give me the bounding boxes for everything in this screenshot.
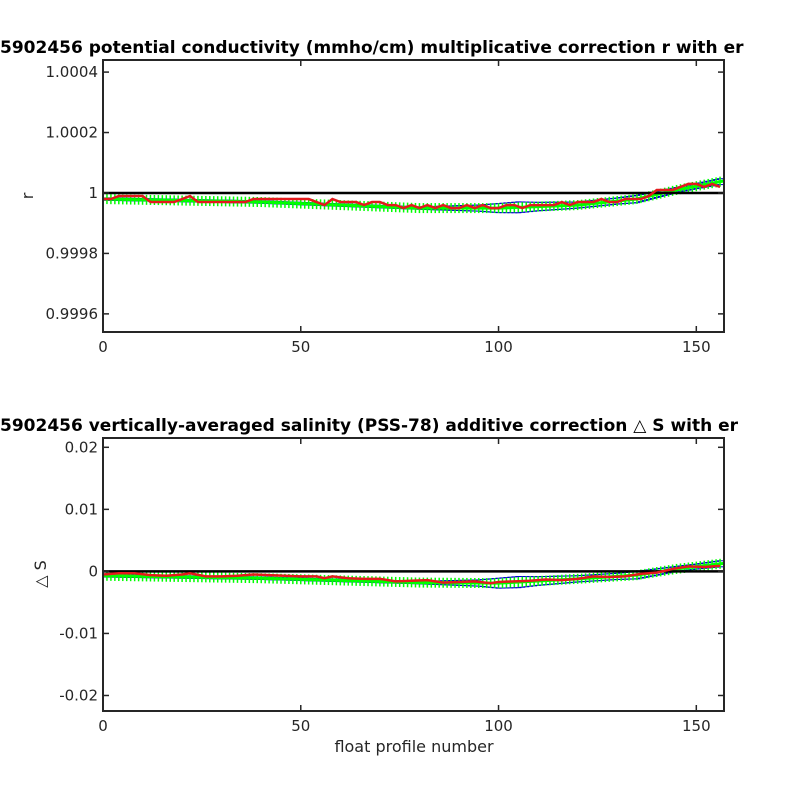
top-y-axis-label: r bbox=[18, 192, 37, 199]
x-tick-label: 50 bbox=[291, 338, 310, 356]
x-tick-label: 100 bbox=[484, 717, 513, 735]
top-chart-title: 5902456 potential conductivity (mmho/cm)… bbox=[0, 38, 744, 58]
x-tick-label: 150 bbox=[682, 717, 711, 735]
y-tick-label: 1 bbox=[88, 184, 98, 202]
bottom-panel-salinity-correction: 5902456 vertically-averaged salinity (PS… bbox=[0, 416, 739, 756]
correction-fit-line bbox=[102, 179, 725, 210]
y-tick-label: 1.0002 bbox=[46, 124, 99, 142]
y-tick-label: 0.9998 bbox=[46, 244, 99, 262]
bottom-chart-title: 5902456 vertically-averaged salinity (PS… bbox=[0, 416, 739, 436]
x-tick-label: 0 bbox=[98, 338, 108, 356]
x-tick-label: 150 bbox=[682, 338, 711, 356]
y-tick-label: 0.02 bbox=[65, 438, 98, 456]
y-tick-label: -0.02 bbox=[59, 686, 98, 704]
bottom-plot-frame bbox=[102, 437, 725, 712]
y-tick-label: 1.0004 bbox=[46, 63, 99, 81]
top-panel-r-correction: 5902456 potential conductivity (mmho/cm)… bbox=[0, 38, 744, 356]
estimate-line bbox=[103, 182, 721, 210]
y-tick-label: 0 bbox=[88, 562, 98, 580]
bottom-x-axis-label: float profile number bbox=[334, 737, 494, 756]
y-tick-label: 0.01 bbox=[65, 500, 98, 518]
x-tick-label: 0 bbox=[98, 717, 108, 735]
y-tick-label: -0.01 bbox=[59, 624, 98, 642]
x-tick-label: 50 bbox=[291, 717, 310, 735]
estimate-line bbox=[102, 564, 721, 585]
top-plot-frame bbox=[102, 59, 725, 333]
bottom-y-axis-label: △ S bbox=[31, 560, 50, 588]
y-tick-label: 0.9996 bbox=[46, 305, 99, 323]
x-tick-label: 100 bbox=[484, 338, 513, 356]
